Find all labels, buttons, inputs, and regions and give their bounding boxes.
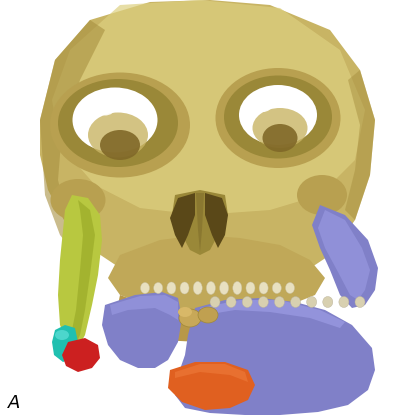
Ellipse shape <box>193 281 202 295</box>
Ellipse shape <box>180 282 189 294</box>
Ellipse shape <box>210 296 220 308</box>
Polygon shape <box>110 295 178 320</box>
Polygon shape <box>102 292 182 368</box>
Ellipse shape <box>15 0 385 320</box>
Ellipse shape <box>50 72 190 178</box>
Polygon shape <box>312 205 378 308</box>
Ellipse shape <box>307 296 317 308</box>
Polygon shape <box>108 235 325 312</box>
Polygon shape <box>70 200 95 348</box>
Ellipse shape <box>297 175 347 215</box>
Ellipse shape <box>286 283 295 293</box>
Text: A: A <box>8 394 21 412</box>
Ellipse shape <box>216 68 340 168</box>
Ellipse shape <box>242 296 252 308</box>
Ellipse shape <box>259 282 268 294</box>
Ellipse shape <box>239 85 317 145</box>
Polygon shape <box>170 193 195 248</box>
Polygon shape <box>196 193 204 252</box>
Ellipse shape <box>226 296 236 308</box>
Ellipse shape <box>224 76 332 158</box>
Polygon shape <box>40 0 375 292</box>
Ellipse shape <box>58 79 178 167</box>
Ellipse shape <box>272 283 281 293</box>
Ellipse shape <box>167 282 176 294</box>
Ellipse shape <box>220 281 229 295</box>
Ellipse shape <box>95 100 115 115</box>
Ellipse shape <box>179 309 201 327</box>
Ellipse shape <box>178 307 192 317</box>
Ellipse shape <box>258 296 268 308</box>
Polygon shape <box>345 70 375 220</box>
Polygon shape <box>318 210 370 300</box>
Ellipse shape <box>207 281 215 295</box>
Polygon shape <box>175 298 375 415</box>
Polygon shape <box>62 338 100 372</box>
Ellipse shape <box>263 124 297 152</box>
Ellipse shape <box>246 282 255 294</box>
Ellipse shape <box>88 112 148 158</box>
Polygon shape <box>172 190 228 255</box>
Ellipse shape <box>198 307 218 323</box>
Polygon shape <box>40 20 105 260</box>
Polygon shape <box>205 193 228 248</box>
Ellipse shape <box>141 283 149 293</box>
Ellipse shape <box>291 296 301 308</box>
Ellipse shape <box>323 296 333 308</box>
Polygon shape <box>200 300 345 328</box>
Polygon shape <box>58 195 102 348</box>
Ellipse shape <box>100 130 140 160</box>
Polygon shape <box>175 364 248 382</box>
Ellipse shape <box>252 108 307 148</box>
Ellipse shape <box>154 283 163 293</box>
Ellipse shape <box>254 98 272 112</box>
Polygon shape <box>168 362 255 410</box>
Polygon shape <box>52 0 365 215</box>
Ellipse shape <box>73 87 158 153</box>
Ellipse shape <box>339 296 349 308</box>
Ellipse shape <box>51 179 105 221</box>
Polygon shape <box>115 295 315 342</box>
Ellipse shape <box>355 296 365 308</box>
Ellipse shape <box>233 281 242 295</box>
Polygon shape <box>52 325 78 362</box>
Ellipse shape <box>275 296 284 308</box>
Ellipse shape <box>55 330 69 340</box>
